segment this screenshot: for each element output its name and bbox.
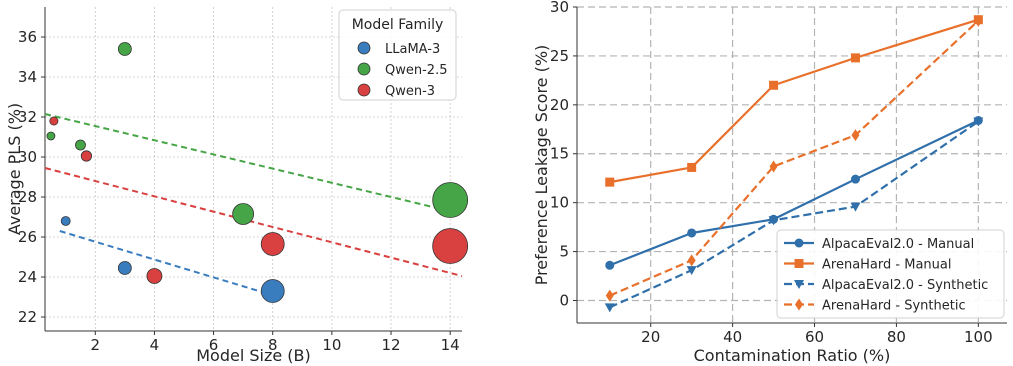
x-tick-label: 40 bbox=[723, 328, 742, 346]
legend-title: Model Family bbox=[352, 17, 444, 33]
y-tick-label: 20 bbox=[550, 96, 569, 114]
y-tick-label: 0 bbox=[559, 291, 569, 309]
y-tick-label: 26 bbox=[18, 228, 37, 246]
x-tick-label: 8 bbox=[268, 336, 278, 354]
data-point-qwen-2-5 bbox=[75, 139, 86, 151]
legend-label: ArenaHard - Manual bbox=[822, 258, 951, 273]
legend-label: AlpacaEval2.0 - Synthetic bbox=[822, 278, 988, 293]
legend: AlpacaEval2.0 - Manual ArenaHard - Manual… bbox=[776, 229, 1005, 319]
x-tick-label: 10 bbox=[322, 336, 341, 354]
legend-marker bbox=[357, 83, 371, 97]
data-point-arenahard-manual bbox=[687, 162, 697, 172]
series-line-arenahard-manual bbox=[609, 18, 979, 184]
data-point-arenahard-synthetic bbox=[687, 254, 696, 267]
data-point-arenahard-synthetic bbox=[851, 129, 860, 142]
trend-line-llama-3 bbox=[59, 230, 279, 298]
legend-label: Qwen-3 bbox=[385, 84, 435, 99]
data-point-arenahard-manual bbox=[769, 80, 779, 90]
y-tick-label: 28 bbox=[18, 188, 37, 206]
legend-label: ArenaHard - Synthetic bbox=[822, 299, 966, 314]
x-tick-label: 2 bbox=[91, 336, 101, 354]
data-point-qwen-2-5 bbox=[432, 182, 469, 218]
y-axis-label: Preference Leakage Score (%) bbox=[532, 45, 551, 286]
data-point-arenahard-manual bbox=[605, 177, 615, 187]
legend-box bbox=[338, 9, 457, 101]
data-point-qwen-2-5 bbox=[117, 42, 132, 56]
x-axis-label: Model Size (B) bbox=[196, 346, 311, 365]
data-point-llama-3 bbox=[117, 261, 132, 275]
data-point-arenahard-synthetic bbox=[974, 14, 983, 27]
data-point-alpacaeval2-0-manual bbox=[687, 228, 697, 238]
y-tick-label: 30 bbox=[550, 0, 569, 16]
x-tick-label: 80 bbox=[887, 328, 906, 346]
data-point-qwen-3 bbox=[432, 228, 469, 264]
x-tick-label: 4 bbox=[150, 336, 160, 354]
y-tick-label: 34 bbox=[18, 68, 37, 86]
trend-line-qwen-3 bbox=[44, 167, 463, 277]
y-tick-label: 24 bbox=[18, 268, 37, 286]
legend-marker bbox=[795, 298, 803, 311]
data-point-qwen-3 bbox=[80, 150, 93, 162]
y-tick-label: 25 bbox=[550, 47, 569, 65]
data-point-alpacaeval2-0-synthetic bbox=[604, 303, 615, 313]
x-tick-label: 14 bbox=[441, 336, 460, 354]
data-point-alpacaeval2-0-synthetic bbox=[850, 202, 861, 212]
x-tick-label: 20 bbox=[641, 328, 660, 346]
trend-line-qwen-2-5 bbox=[44, 113, 463, 215]
y-tick-label: 22 bbox=[18, 308, 37, 326]
right-line-chart: 20 40 60 80 100 0 5 10 15 20 25 30 Contamination Rat… bbox=[532, 0, 1007, 365]
legend-marker bbox=[794, 280, 804, 289]
data-point-alpacaeval2-0-manual bbox=[605, 260, 615, 270]
data-point-llama-3 bbox=[260, 279, 285, 303]
data-point-arenahard-manual bbox=[850, 53, 860, 63]
data-point-llama-3 bbox=[60, 216, 71, 226]
legend: Model Family LLaMA-3 Qwen-2.5 Qwen-3 bbox=[338, 9, 457, 101]
data-point-alpacaeval2-0-synthetic bbox=[768, 216, 779, 226]
legend-label: AlpacaEval2.0 - Manual bbox=[822, 237, 974, 252]
data-point-arenahard-synthetic bbox=[769, 160, 778, 173]
y-tick-label: 32 bbox=[18, 108, 37, 126]
data-point-qwen-2-5 bbox=[46, 131, 56, 141]
legend-label: LLaMA-3 bbox=[385, 42, 440, 57]
data-point-qwen-2-5 bbox=[232, 203, 255, 225]
legend-marker bbox=[794, 238, 804, 248]
data-point-qwen-3 bbox=[49, 116, 59, 126]
legend-label: Qwen-2.5 bbox=[385, 63, 447, 78]
data-point-alpacaeval2-0-synthetic bbox=[686, 266, 697, 276]
data-point-qwen-3 bbox=[146, 268, 163, 284]
data-point-qwen-3 bbox=[260, 232, 285, 256]
y-tick-label: 30 bbox=[18, 148, 37, 166]
x-tick-label: 100 bbox=[964, 328, 993, 346]
legend-box bbox=[776, 229, 1005, 319]
data-point-arenahard-synthetic bbox=[605, 289, 614, 302]
legend-marker bbox=[357, 62, 371, 76]
x-tick-label: 12 bbox=[381, 336, 400, 354]
y-tick-label: 5 bbox=[559, 243, 569, 261]
x-tick-label: 60 bbox=[805, 328, 824, 346]
x-axis-label: Contamination Ratio (%) bbox=[694, 346, 891, 365]
y-tick-label: 36 bbox=[18, 28, 37, 46]
x-tick-label: 6 bbox=[209, 336, 219, 354]
y-tick-label: 10 bbox=[550, 194, 569, 212]
y-axis-label: Average PLS (%) bbox=[5, 103, 24, 235]
data-point-alpacaeval2-0-synthetic bbox=[973, 117, 984, 127]
data-point-alpacaeval2-0-manual bbox=[850, 174, 860, 184]
legend-marker bbox=[794, 259, 804, 268]
y-tick-label: 15 bbox=[550, 145, 569, 163]
legend-marker bbox=[357, 41, 371, 55]
